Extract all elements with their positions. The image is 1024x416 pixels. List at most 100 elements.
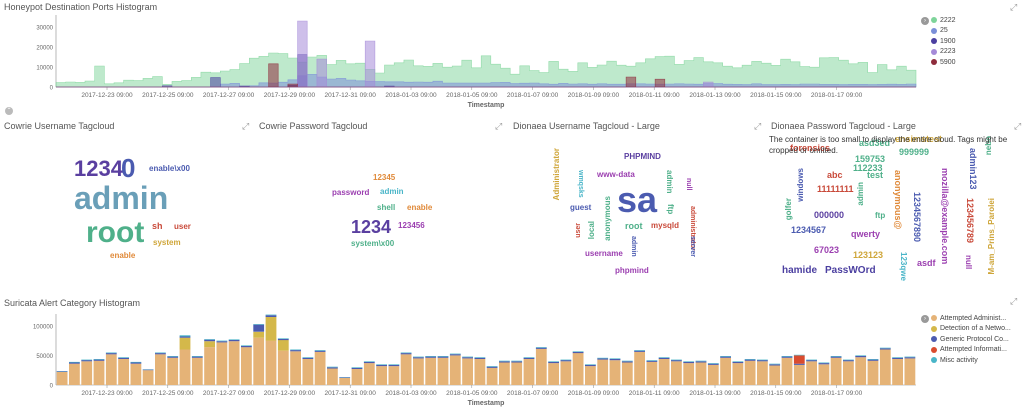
bar-segment[interactable] [339, 377, 351, 378]
bar-segment[interactable] [253, 331, 265, 338]
bar-segment[interactable] [69, 361, 80, 363]
bar-segment[interactable] [327, 366, 338, 368]
tag-word[interactable]: 123123 [853, 250, 884, 260]
bar-segment[interactable] [376, 364, 387, 365]
bar-segment[interactable] [179, 335, 191, 337]
bar-segment[interactable] [253, 337, 265, 385]
bar-segment[interactable] [388, 364, 400, 367]
tag-word[interactable]: server [689, 236, 696, 258]
bar-segment[interactable] [474, 359, 486, 385]
expand-icon[interactable]: ⤢ [1014, 121, 1022, 131]
legend-item[interactable]: Generic Protocol Co... [931, 334, 1011, 345]
tag-word[interactable]: test [867, 170, 884, 180]
bar-segment[interactable] [167, 356, 179, 357]
bar-segment[interactable] [486, 367, 498, 385]
bar-segment[interactable] [499, 360, 510, 362]
bar-segment[interactable] [388, 364, 400, 365]
bar-segment[interactable] [621, 361, 633, 363]
bar-segment[interactable] [806, 360, 817, 362]
bar-segment[interactable] [241, 345, 252, 346]
bar-segment[interactable] [425, 356, 437, 358]
bar-segment[interactable] [720, 356, 731, 357]
bar-segment[interactable] [253, 324, 265, 332]
bar-segment[interactable] [290, 349, 301, 351]
bar-segment[interactable] [548, 361, 559, 364]
bar-segment[interactable] [290, 351, 301, 385]
bar-segment[interactable] [314, 351, 326, 385]
bar-segment[interactable] [425, 356, 437, 357]
bar-segment[interactable] [351, 367, 363, 368]
bar-segment[interactable] [204, 339, 215, 340]
legend-item[interactable]: 2222 [931, 15, 956, 26]
bar-segment[interactable] [879, 347, 891, 349]
bar-segment[interactable] [449, 354, 461, 356]
bar-segment[interactable] [363, 363, 375, 385]
bar-segment[interactable] [634, 350, 645, 352]
tag-word[interactable]: 0 [121, 153, 136, 183]
bar-segment[interactable] [597, 357, 609, 359]
tag-word[interactable]: wmqsks [577, 170, 584, 198]
bar-segment[interactable] [265, 314, 277, 316]
bar-segment[interactable] [179, 336, 191, 338]
tag-word[interactable]: Administrator [552, 148, 561, 201]
bar-segment[interactable] [327, 367, 338, 369]
bar-segment[interactable] [105, 354, 117, 385]
tag-word[interactable]: 123456 [398, 221, 425, 230]
tag-word[interactable]: www-data [597, 170, 635, 179]
tag-word[interactable]: null [964, 255, 973, 270]
bar-segment[interactable] [204, 341, 215, 348]
bar-segment[interactable] [413, 358, 424, 385]
tag-word[interactable]: 1234567 [791, 225, 827, 235]
bar-segment[interactable] [695, 360, 707, 362]
bar-segment[interactable] [277, 338, 289, 341]
bar-segment[interactable] [560, 360, 572, 362]
bar-segment[interactable] [523, 357, 535, 358]
bar-segment[interactable] [830, 357, 842, 385]
bar-segment[interactable] [904, 356, 916, 358]
tag-word[interactable]: 11111111 [817, 184, 854, 194]
tag-word[interactable]: local [587, 221, 596, 240]
bar-segment[interactable] [499, 362, 510, 386]
tag-word[interactable]: forensics [790, 143, 831, 153]
bar-segment[interactable] [572, 351, 584, 352]
bar-segment[interactable] [511, 362, 523, 386]
tag-word[interactable]: abc [827, 170, 843, 180]
bar-segment[interactable] [892, 359, 903, 385]
expand-icon[interactable]: ⤢ [754, 121, 762, 131]
legend-item[interactable]: Misc activity [931, 355, 1011, 366]
bar-segment[interactable] [793, 364, 805, 385]
bar-segment[interactable] [93, 359, 105, 361]
bar-segment[interactable] [499, 361, 510, 363]
bar-segment[interactable] [855, 355, 867, 356]
bar-segment[interactable] [855, 356, 867, 358]
bar-segment[interactable] [486, 366, 498, 367]
bar-segment[interactable] [216, 342, 228, 385]
bar-segment[interactable] [277, 338, 289, 339]
bar-segment[interactable] [130, 362, 142, 364]
bar-segment[interactable] [683, 361, 695, 364]
bar-segment[interactable] [400, 353, 412, 355]
bar-segment[interactable] [302, 357, 314, 358]
tag-word[interactable]: root [625, 221, 643, 231]
bar-segment[interactable] [474, 357, 486, 358]
tag-word[interactable]: asdf [917, 258, 936, 268]
bar-segment[interactable] [892, 357, 903, 358]
bar-segment[interactable] [265, 317, 277, 341]
tag-word[interactable]: system\x00 [351, 239, 395, 248]
bar-segment[interactable] [867, 360, 879, 385]
bar-segment[interactable] [228, 340, 240, 342]
bar-segment[interactable] [69, 363, 80, 385]
bar-segment[interactable] [658, 357, 670, 358]
tag-word[interactable]: 999999 [899, 147, 930, 157]
tag-word[interactable]: guest [570, 203, 592, 212]
tag-word[interactable]: username [585, 249, 623, 258]
tag-word[interactable]: asd3ed [859, 138, 891, 148]
bar-segment[interactable] [462, 358, 473, 385]
bar-segment[interactable] [757, 360, 768, 362]
bar-segment[interactable] [523, 357, 535, 359]
bar-segment[interactable] [437, 357, 449, 385]
bar-segment[interactable] [769, 363, 781, 365]
tag-word[interactable]: system [153, 238, 181, 247]
bar-segment[interactable] [867, 359, 879, 360]
bar-segment[interactable] [130, 363, 142, 385]
